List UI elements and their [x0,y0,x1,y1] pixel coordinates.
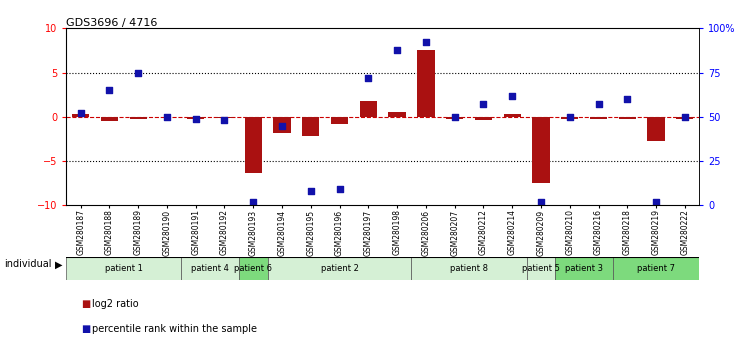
Point [305,188,316,194]
Bar [503,114,521,117]
Point [104,87,116,93]
Text: patient 7: patient 7 [637,264,675,273]
Bar [216,117,233,118]
Text: patient 1: patient 1 [105,264,143,273]
Point [592,102,604,107]
Bar [648,117,665,141]
Point [449,114,461,120]
Bar [446,117,463,119]
Text: GDS3696 / 4716: GDS3696 / 4716 [66,18,158,28]
Bar [130,117,146,120]
Bar [417,51,434,117]
Text: ▶: ▶ [55,259,63,269]
Bar [619,117,636,120]
Point [219,118,230,123]
Text: individual: individual [4,259,52,269]
Point [420,40,432,45]
Text: log2 ratio: log2 ratio [92,299,138,309]
Bar [389,113,406,117]
Text: patient 4: patient 4 [191,264,229,273]
Point [535,199,547,205]
Text: patient 2: patient 2 [321,264,358,273]
Point [650,199,662,205]
Text: ■: ■ [81,324,91,334]
Bar [360,101,377,117]
Bar [590,117,607,119]
Text: patient 6: patient 6 [234,264,272,273]
Text: percentile rank within the sample: percentile rank within the sample [92,324,257,334]
Text: ■: ■ [81,299,91,309]
Bar [302,117,319,136]
Text: patient 3: patient 3 [565,264,603,273]
Point [190,116,202,121]
Bar [556,257,613,280]
Bar [676,117,693,119]
Point [392,47,403,52]
Bar [411,257,526,280]
Bar [268,257,411,280]
Point [333,187,345,192]
Point [564,114,576,120]
Bar [244,117,262,173]
Bar [187,117,205,119]
Point [362,75,374,81]
Bar [72,114,89,117]
Bar [181,257,239,280]
Bar [613,257,699,280]
Text: patient 8: patient 8 [450,264,488,273]
Bar [101,117,118,121]
Bar [561,117,578,120]
Bar [475,117,492,120]
Bar [239,257,268,280]
Point [75,110,87,116]
Point [276,123,288,129]
Point [506,93,518,98]
Point [247,199,259,205]
Point [478,102,489,107]
Text: patient 5: patient 5 [522,264,560,273]
Bar [66,257,181,280]
Bar [331,117,348,124]
Point [679,114,690,120]
Point [161,114,173,120]
Bar [532,117,550,183]
Bar [526,257,556,280]
Point [621,96,633,102]
Bar [273,117,291,133]
Point [132,70,144,75]
